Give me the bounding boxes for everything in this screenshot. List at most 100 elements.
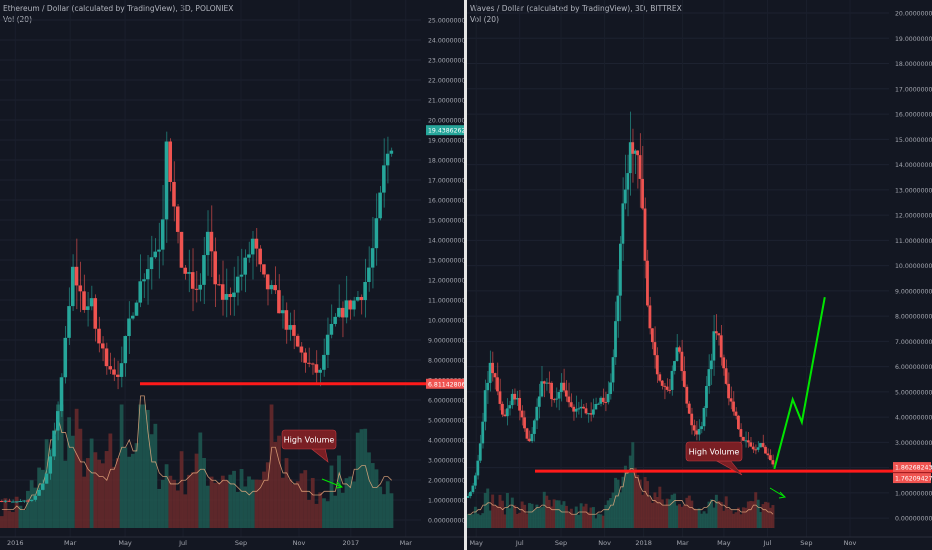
candle-body	[112, 369, 116, 375]
x-tick-label: Jul	[763, 539, 772, 547]
candle-body	[205, 231, 210, 256]
candle-body	[202, 255, 206, 285]
y-tick-label: 2.00000000	[428, 478, 464, 485]
volume-bar	[134, 443, 139, 528]
volume-bar	[82, 476, 87, 528]
volume-bar	[510, 497, 514, 528]
volume-bar	[33, 487, 38, 528]
candle-body	[557, 392, 561, 399]
ethereum-chart-pane[interactable]: Ethereum / Dollar (calculated by Trading…	[0, 0, 464, 550]
candle-body	[67, 306, 71, 338]
candle-body	[473, 475, 477, 486]
pane-divider[interactable]	[464, 0, 467, 550]
candle-body	[149, 257, 154, 270]
high-volume-callout: High Volume	[685, 441, 743, 476]
x-tick-label: Sep	[800, 539, 812, 547]
candle-body	[93, 298, 98, 329]
volume-bar	[587, 512, 591, 528]
volume-bar	[702, 511, 706, 528]
volume-bar	[127, 456, 131, 528]
volume-bar	[673, 493, 677, 528]
candle-body	[82, 291, 86, 310]
volume-bar	[239, 469, 244, 528]
volume-bar	[530, 503, 534, 528]
candle-body	[232, 292, 236, 298]
volume-bar	[724, 496, 728, 528]
volume-bar	[766, 502, 770, 528]
y-tick-label: 12.00000000	[428, 278, 464, 285]
volume-bar	[209, 476, 214, 528]
support-price-tag: 1.86268243	[893, 462, 932, 473]
volume-bar	[486, 488, 490, 528]
candle-body	[574, 408, 578, 412]
waves-chart-pane[interactable]: Waves / Dollar (calculated by TradingVie…	[467, 0, 932, 550]
volume-bar	[333, 495, 338, 528]
candle-body	[508, 405, 512, 409]
candle-body	[692, 425, 696, 431]
volume-bar	[145, 409, 150, 528]
volume-bar	[572, 514, 576, 528]
volume-bar	[175, 490, 180, 528]
arrow-head	[335, 481, 344, 489]
volume-bars	[0, 395, 394, 528]
y-tick-label: 21.00000000	[428, 98, 464, 105]
candle-body	[594, 404, 598, 410]
volume-bar	[340, 492, 345, 528]
candle-body	[719, 335, 723, 358]
volume-bar	[665, 498, 669, 528]
volume-bar	[89, 438, 94, 528]
volume-bar	[337, 455, 341, 528]
candle-body	[250, 238, 255, 255]
y-tick-label: 14.00000000	[428, 238, 464, 245]
candle-body	[717, 333, 721, 336]
volume-bar	[488, 510, 492, 528]
candle-body	[754, 449, 758, 451]
volume-bar	[352, 481, 356, 528]
volume-arrow	[769, 487, 787, 499]
volume-bar	[658, 486, 662, 528]
candle-body	[48, 456, 53, 474]
volume-bar	[709, 499, 713, 528]
candle-body	[547, 382, 551, 384]
x-tick-label: Sep	[235, 539, 247, 547]
candle-body	[265, 274, 270, 290]
candle-body	[292, 325, 296, 336]
candle-body	[55, 411, 60, 431]
volume-bar	[205, 485, 210, 528]
volume-bar	[228, 474, 233, 528]
candle-body	[310, 363, 315, 365]
candle-body	[299, 346, 304, 353]
y-tick-label: 16.00000000	[895, 112, 932, 119]
candle-body	[660, 380, 664, 386]
arrow-shaft	[321, 478, 343, 488]
grid	[467, 0, 889, 537]
candle-body	[697, 429, 701, 435]
volume-bar	[732, 513, 736, 528]
candle-body	[761, 443, 765, 447]
candle-body	[518, 398, 522, 411]
volume-bar	[74, 408, 79, 528]
candle-body	[532, 420, 536, 434]
candle-body	[673, 361, 676, 371]
candle-body	[220, 284, 225, 300]
y-tick-label: 9.00000000	[428, 338, 464, 345]
volume-bar	[476, 513, 480, 528]
candle-body	[633, 150, 637, 154]
volume-bar	[712, 507, 716, 528]
candle-body	[385, 153, 390, 166]
candle-body	[488, 362, 492, 383]
candle-body	[722, 357, 726, 369]
ethereum-chart-svg: 0.00000000 1.00000000 2.00000000 3.00000000…	[0, 0, 464, 547]
candle-body	[41, 483, 45, 490]
candle-body	[658, 374, 662, 381]
candle-body	[685, 386, 689, 404]
arrow-shaft	[769, 487, 786, 498]
candle-body	[288, 325, 292, 330]
candle-body	[471, 485, 475, 492]
volume-bar	[567, 512, 571, 528]
volume-bar	[616, 479, 620, 528]
volume-bar	[93, 452, 98, 528]
volume-bar	[130, 453, 135, 528]
candle-body	[560, 382, 563, 393]
